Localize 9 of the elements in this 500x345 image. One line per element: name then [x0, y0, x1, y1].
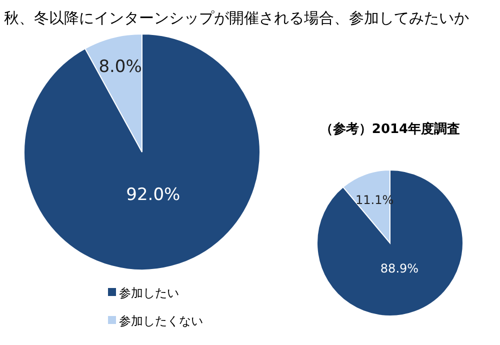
- chart-title: （参考）2014年度調査: [320, 121, 460, 137]
- data-label: 88.9%: [380, 261, 419, 276]
- legend-label: 参加したい: [119, 286, 179, 300]
- chart-title: 秋、冬以降にインターンシップが開催される場合、参加してみたいか: [4, 9, 469, 27]
- pie-slice: [316, 170, 464, 316]
- data-label: 8.0%: [98, 57, 142, 78]
- pie-slice: [24, 34, 260, 270]
- data-label: 92.0%: [126, 185, 180, 206]
- legend-label: 参加したくない: [119, 314, 203, 328]
